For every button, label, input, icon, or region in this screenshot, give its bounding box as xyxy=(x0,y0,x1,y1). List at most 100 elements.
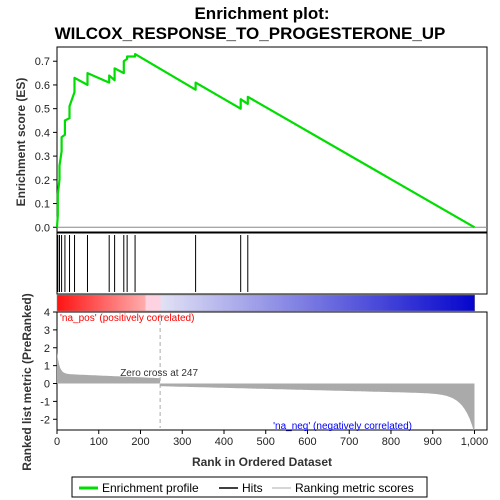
colorbar-segment xyxy=(173,295,177,311)
colorbar-segment xyxy=(451,295,454,311)
colorbar-segment xyxy=(212,295,215,311)
colorbar-segment xyxy=(198,295,202,311)
colorbar-segment xyxy=(137,295,140,311)
colorbar-segment xyxy=(208,295,212,311)
colorbar-segment xyxy=(222,295,225,311)
colorbar-segment xyxy=(414,295,417,311)
colorbar-segment xyxy=(148,295,152,311)
colorbar-segment xyxy=(140,295,143,311)
colorbar-segment xyxy=(163,295,167,311)
es-y-tick-label: 0.0 xyxy=(35,222,50,234)
colorbar-segment xyxy=(234,295,237,311)
colorbar-segment xyxy=(389,295,392,311)
metric-frame xyxy=(56,311,488,431)
es-line xyxy=(55,53,476,229)
colorbar-segment xyxy=(242,295,245,311)
colorbar-segment xyxy=(354,295,357,311)
colorbar-segment xyxy=(294,295,297,311)
colorbar-segment xyxy=(203,295,207,311)
colorbar-segment xyxy=(85,295,88,311)
colorbar-segment xyxy=(322,295,325,311)
metric-y-tick-label: 2 xyxy=(44,343,50,355)
colorbar-segment xyxy=(441,295,444,311)
colorbar-segment xyxy=(289,295,292,311)
x-axis-title: Rank in Ordered Dataset xyxy=(192,455,332,469)
colorbar-segment xyxy=(100,295,103,311)
colorbar-segment xyxy=(112,295,115,311)
colorbar-segment xyxy=(472,295,475,311)
colorbar-segment xyxy=(335,295,339,311)
colorbar-segment xyxy=(402,295,405,311)
colorbar-frame xyxy=(56,294,475,312)
colorbar-segment xyxy=(180,295,183,311)
colorbar-segment xyxy=(399,295,402,311)
metric-panel: -2 -1 0 1 2 3 4 'na_pos' (positively correlated… xyxy=(40,307,488,434)
colorbar-segment xyxy=(327,295,330,311)
colorbar-segment xyxy=(432,295,435,311)
colorbar-segment xyxy=(115,295,118,311)
colorbar-segment xyxy=(218,295,222,311)
colorbar-segment xyxy=(362,295,365,311)
colorbar-segment xyxy=(446,295,449,311)
colorbar-segment xyxy=(444,295,447,311)
zero-cross-annotation: Zero cross at 247 xyxy=(120,368,198,379)
colorbar-segment xyxy=(314,295,317,311)
colorbar-segment xyxy=(78,295,81,311)
colorbar-segment xyxy=(457,295,460,311)
colorbar-segment xyxy=(339,295,342,311)
colorbar-segment xyxy=(464,295,467,311)
colorbar-segment xyxy=(409,295,412,311)
colorbar-segment xyxy=(406,295,409,311)
colorbar-segment xyxy=(97,295,100,311)
colorbar-segment xyxy=(190,295,193,311)
colorbar-segment xyxy=(429,295,432,311)
colorbar-segment xyxy=(255,295,258,311)
colorbar-segment xyxy=(205,295,208,311)
colorbar-segment xyxy=(223,295,227,311)
colorbar-segment xyxy=(250,295,253,311)
colorbar-segment xyxy=(419,295,422,311)
metric-y-tick-label: 0 xyxy=(44,379,50,391)
colorbar-segment xyxy=(284,295,287,311)
colorbar-segment xyxy=(452,295,455,311)
es-y-tick-label: 0.2 xyxy=(35,175,50,187)
colorbar-segment xyxy=(120,295,123,311)
colorbar-segment xyxy=(267,295,270,311)
colorbar-segment xyxy=(307,295,310,311)
colorbar-segment xyxy=(90,295,93,311)
colorbar-segment xyxy=(235,295,238,311)
colorbar-segment xyxy=(63,295,66,311)
x-tick-label: 500 xyxy=(257,436,275,448)
legend-hits-label: Hits xyxy=(242,481,263,495)
colorbar-segment xyxy=(300,295,303,311)
colorbar-segment xyxy=(319,295,322,311)
colorbar-segment xyxy=(324,295,327,311)
colorbar-segment xyxy=(183,295,187,311)
colorbar-segment xyxy=(175,295,178,311)
colorbar-segment xyxy=(374,295,377,311)
colorbar-segment xyxy=(193,295,197,311)
colorbar-segment xyxy=(407,295,410,311)
es-y-tick-label: 0.1 xyxy=(35,199,50,211)
colorbar-segment xyxy=(177,295,180,311)
x-tick-label: 300 xyxy=(173,436,191,448)
colorbar-segment xyxy=(312,295,315,311)
colorbar-segment xyxy=(249,295,252,311)
colorbar-segment xyxy=(147,295,150,311)
colorbar-segment xyxy=(390,295,394,311)
colorbar-segment xyxy=(467,295,470,311)
colorbar-segment xyxy=(350,295,354,311)
colorbar-segment xyxy=(342,295,345,311)
colorbar-segment xyxy=(77,295,80,311)
colorbar-segment xyxy=(277,295,280,311)
colorbar-segment xyxy=(102,295,105,311)
colorbar-segment xyxy=(188,295,192,311)
colorbar-segment xyxy=(365,295,369,311)
colorbar-segment xyxy=(98,295,101,311)
colorbar-segment xyxy=(157,295,160,311)
colorbar-segment xyxy=(103,295,106,311)
colorbar-segment xyxy=(207,295,210,311)
colorbar-segment xyxy=(270,295,273,311)
colorbar-segment xyxy=(315,295,319,311)
colorbar-segment xyxy=(280,295,283,311)
